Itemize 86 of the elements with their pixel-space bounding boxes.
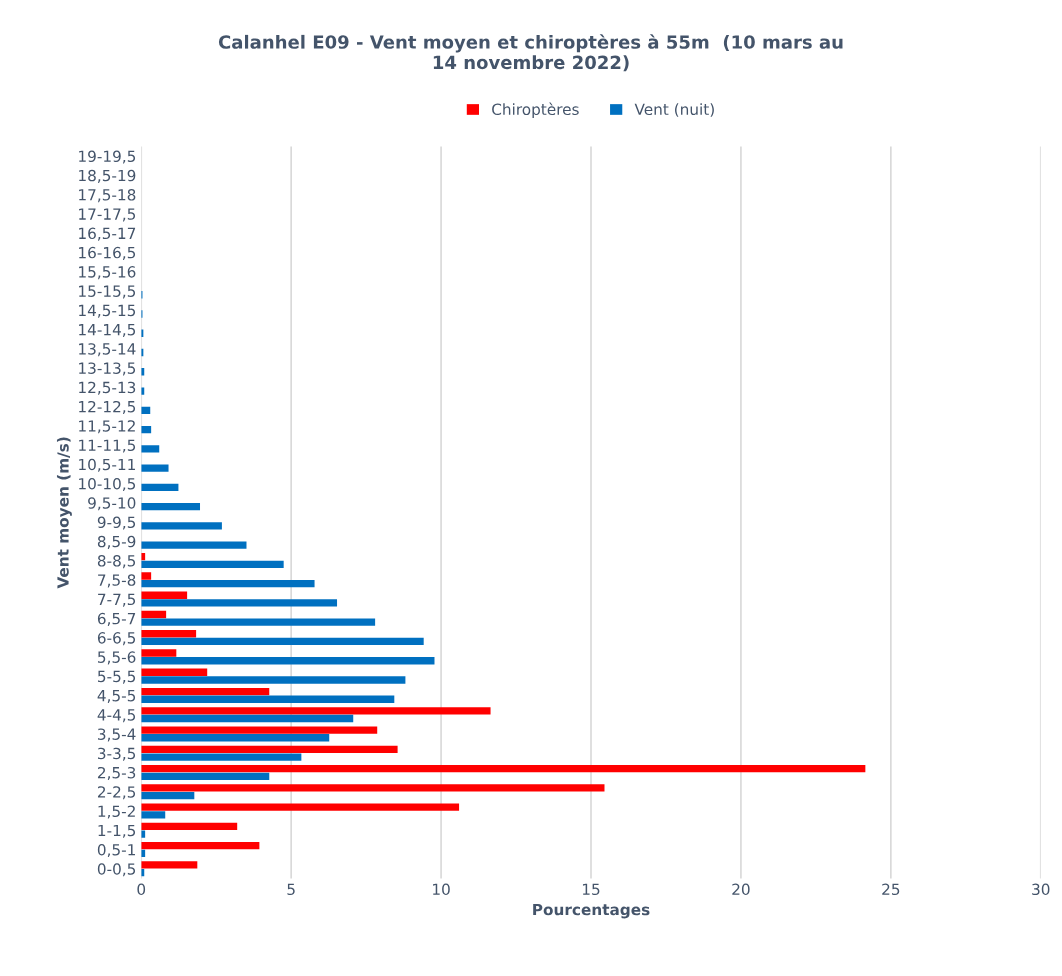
bar xyxy=(141,502,201,511)
y-tick-label: 11-11,5 xyxy=(79,439,136,453)
bar xyxy=(141,649,177,657)
legend-label: Vent (nuit) xyxy=(634,103,714,117)
bar xyxy=(141,791,195,800)
bar xyxy=(141,707,491,715)
y-tick-label: 1,5-2 xyxy=(98,805,135,819)
x-tick-label: 15 xyxy=(582,883,600,896)
bar xyxy=(141,714,354,723)
bar xyxy=(141,784,605,792)
bar xyxy=(141,580,315,588)
bar xyxy=(141,637,424,646)
bar xyxy=(141,657,435,665)
bar xyxy=(141,591,188,599)
y-tick-label: 7-7,5 xyxy=(98,593,136,607)
bar xyxy=(141,822,238,831)
y-tick-label: 6,5-7 xyxy=(97,612,136,626)
y-tick-label: 12-12,5 xyxy=(79,400,136,415)
bar xyxy=(141,687,270,696)
bar xyxy=(141,811,166,819)
bar xyxy=(141,572,152,580)
y-tick-label: 13,5-14 xyxy=(79,343,136,357)
bar xyxy=(141,483,179,492)
y-tick-label: 0-0,5 xyxy=(97,863,136,877)
y-tick-label: 8-8,5 xyxy=(97,555,136,569)
y-tick-label: 7,5-8 xyxy=(98,574,136,588)
y-tick-label: 15-15,5 xyxy=(79,285,136,299)
bar xyxy=(141,541,247,549)
y-axis-title: Vent moyen (m/s) xyxy=(56,437,72,589)
bar xyxy=(141,803,460,811)
y-tick-label: 18,5-19 xyxy=(79,169,136,183)
y-tick-label: 3-3,5 xyxy=(98,747,136,761)
bar xyxy=(141,772,270,780)
legend-label: Chiroptères xyxy=(492,102,579,119)
bar xyxy=(141,753,302,761)
y-tick-label: 6-6,5 xyxy=(97,632,136,646)
bar xyxy=(141,668,208,676)
y-tick-label: 10,5-11 xyxy=(79,458,135,472)
bar xyxy=(141,618,376,626)
bar xyxy=(141,734,330,742)
y-tick-label: 17,5-18 xyxy=(79,189,136,203)
y-tick-label: 5-5,5 xyxy=(98,670,136,684)
bar xyxy=(141,841,260,850)
y-tick-label: 10-10,5 xyxy=(79,477,136,492)
y-tick-label: 2-2,5 xyxy=(97,786,136,800)
bar xyxy=(141,445,160,453)
y-tick-label: 9-9,5 xyxy=(97,516,136,530)
y-tick-label: 15,5-16 xyxy=(79,266,136,280)
y-tick-label: 17-17,5 xyxy=(79,208,136,222)
bar xyxy=(141,695,395,703)
y-tick-label: 16,5-17 xyxy=(79,227,136,241)
y-tick-label: 11,5-12 xyxy=(79,420,135,434)
y-tick-label: 4-4,5 xyxy=(97,709,136,723)
x-tick-label: 5 xyxy=(287,883,295,896)
bar xyxy=(141,630,197,638)
bar xyxy=(141,745,398,753)
x-tick-label: 20 xyxy=(732,883,750,896)
bar xyxy=(141,610,167,619)
x-tick-label: 30 xyxy=(1032,883,1050,896)
y-tick-label: 3,5-4 xyxy=(98,728,136,742)
bar xyxy=(141,522,222,530)
y-tick-label: 14,5-15 xyxy=(79,304,136,318)
y-tick-label: 16-16,5 xyxy=(79,246,136,260)
y-tick-label: 19-19,5 xyxy=(79,150,136,164)
y-tick-label: 8,5-9 xyxy=(97,535,136,549)
x-tick-label: 0 xyxy=(137,883,146,896)
y-tick-label: 2,5-3 xyxy=(97,766,136,781)
chart-title: Calanhel E09 - Vent moyen et chiroptères à 55m (10 mars au 14 novembre 2022) xyxy=(218,34,843,72)
y-tick-label: 4,5-5 xyxy=(97,690,136,703)
y-tick-label: 9,5-10 xyxy=(88,497,136,511)
x-axis-title: Pourcentages xyxy=(533,903,650,919)
y-tick-label: 13-13,5 xyxy=(79,362,136,376)
y-tick-label: 14-14,5 xyxy=(79,324,136,337)
bar xyxy=(141,599,338,607)
bar xyxy=(141,726,378,734)
bar xyxy=(141,676,406,684)
y-tick-label: 12,5-13 xyxy=(79,381,136,395)
bar xyxy=(141,464,169,472)
bar xyxy=(141,560,284,569)
x-tick-label: 10 xyxy=(433,883,450,896)
bar xyxy=(141,861,198,869)
y-tick-label: 5,5-6 xyxy=(98,651,136,665)
y-tick-label: 0,5-1 xyxy=(97,843,135,858)
y-tick-label: 1-1,5 xyxy=(98,824,136,838)
x-tick-label: 25 xyxy=(882,883,900,896)
bar xyxy=(141,764,866,773)
